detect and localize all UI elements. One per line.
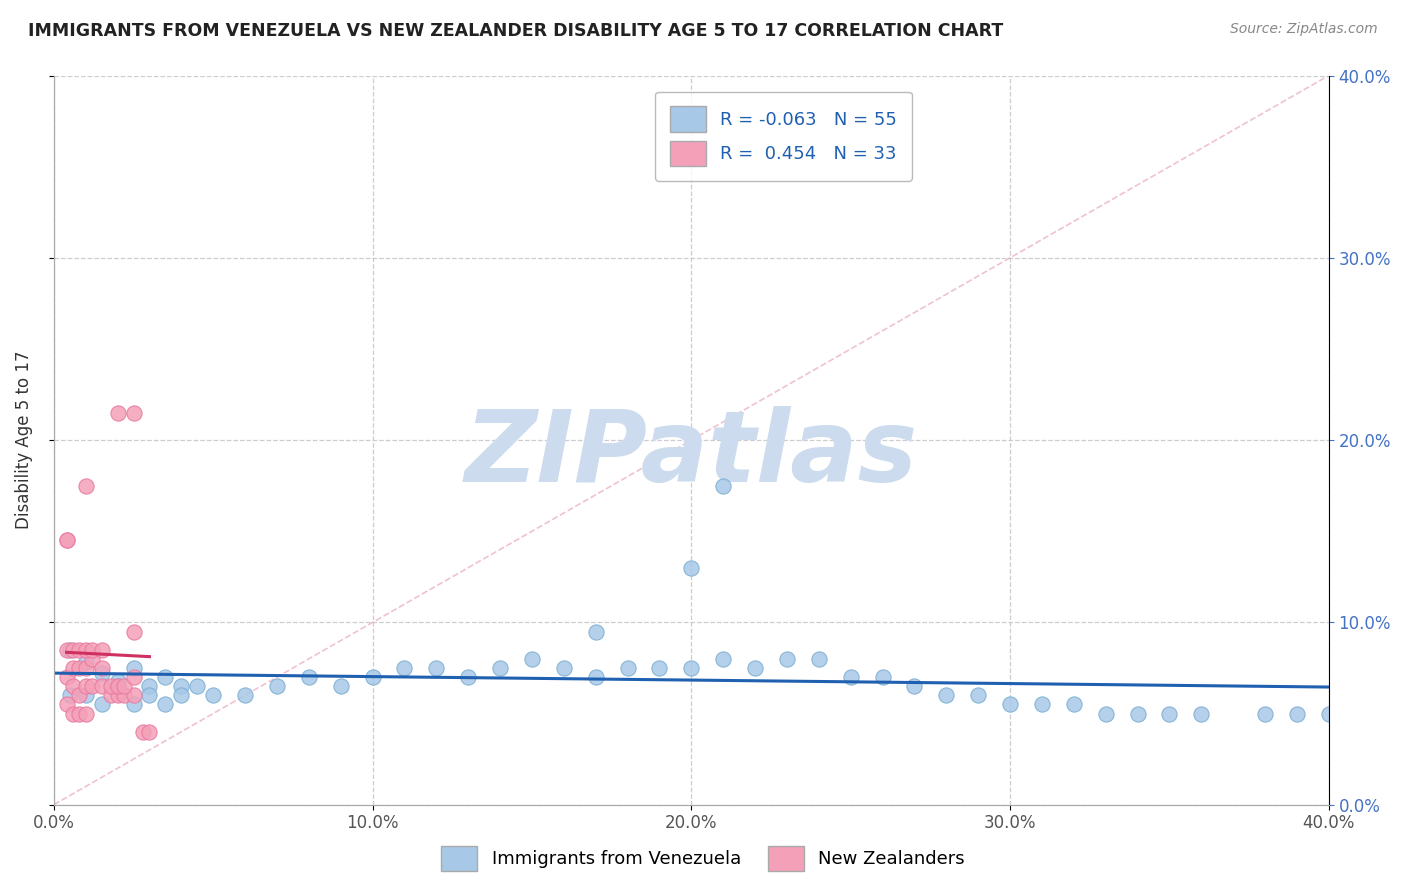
- Point: [298, 670, 321, 684]
- Point: [67, 642, 90, 657]
- Legend: Immigrants from Venezuela, New Zealanders: Immigrants from Venezuela, New Zealander…: [433, 838, 973, 879]
- Point: [585, 670, 607, 684]
- Point: [967, 688, 990, 702]
- Point: [80, 642, 103, 657]
- Point: [1317, 706, 1340, 721]
- Point: [67, 706, 90, 721]
- Point: [138, 679, 160, 693]
- Point: [75, 706, 97, 721]
- Y-axis label: Disability Age 5 to 17: Disability Age 5 to 17: [15, 351, 32, 529]
- Point: [839, 670, 862, 684]
- Point: [59, 688, 82, 702]
- Point: [394, 661, 416, 675]
- Point: [90, 666, 112, 681]
- Point: [62, 642, 84, 657]
- Point: [122, 624, 145, 639]
- Point: [62, 661, 84, 675]
- Point: [122, 688, 145, 702]
- Point: [122, 698, 145, 712]
- Point: [75, 642, 97, 657]
- Point: [122, 406, 145, 420]
- Point: [681, 560, 703, 574]
- Point: [361, 670, 384, 684]
- Point: [80, 679, 103, 693]
- Legend: R = -0.063   N = 55, R =  0.454   N = 33: R = -0.063 N = 55, R = 0.454 N = 33: [655, 92, 911, 181]
- Point: [55, 533, 77, 548]
- Point: [1094, 706, 1116, 721]
- Point: [90, 661, 112, 675]
- Point: [112, 679, 135, 693]
- Point: [67, 661, 90, 675]
- Point: [170, 679, 193, 693]
- Point: [935, 688, 957, 702]
- Point: [100, 679, 122, 693]
- Point: [807, 652, 830, 666]
- Point: [62, 706, 84, 721]
- Point: [107, 673, 129, 688]
- Point: [186, 679, 208, 693]
- Point: [90, 679, 112, 693]
- Point: [1159, 706, 1181, 721]
- Point: [132, 724, 155, 739]
- Point: [1189, 706, 1212, 721]
- Point: [233, 688, 256, 702]
- Point: [489, 661, 512, 675]
- Point: [425, 661, 447, 675]
- Point: [711, 652, 734, 666]
- Point: [457, 670, 479, 684]
- Point: [138, 724, 160, 739]
- Point: [75, 478, 97, 492]
- Text: ZIPatlas: ZIPatlas: [465, 406, 918, 503]
- Point: [75, 688, 97, 702]
- Point: [616, 661, 638, 675]
- Point: [520, 652, 543, 666]
- Point: [138, 688, 160, 702]
- Point: [107, 679, 129, 693]
- Point: [107, 679, 129, 693]
- Point: [100, 688, 122, 702]
- Point: [67, 688, 90, 702]
- Point: [107, 406, 129, 420]
- Point: [553, 661, 575, 675]
- Point: [155, 698, 177, 712]
- Point: [112, 688, 135, 702]
- Point: [55, 533, 77, 548]
- Text: Source: ZipAtlas.com: Source: ZipAtlas.com: [1230, 22, 1378, 37]
- Point: [744, 661, 766, 675]
- Point: [329, 679, 352, 693]
- Point: [55, 670, 77, 684]
- Point: [1031, 698, 1053, 712]
- Point: [998, 698, 1021, 712]
- Point: [1063, 698, 1085, 712]
- Point: [107, 688, 129, 702]
- Point: [648, 661, 671, 675]
- Point: [62, 679, 84, 693]
- Point: [170, 688, 193, 702]
- Point: [75, 661, 97, 675]
- Point: [872, 670, 894, 684]
- Point: [1254, 706, 1277, 721]
- Point: [776, 652, 799, 666]
- Point: [55, 642, 77, 657]
- Point: [266, 679, 288, 693]
- Point: [75, 656, 97, 670]
- Point: [1126, 706, 1149, 721]
- Point: [122, 670, 145, 684]
- Point: [55, 698, 77, 712]
- Point: [585, 624, 607, 639]
- Point: [59, 642, 82, 657]
- Point: [202, 688, 225, 702]
- Point: [75, 679, 97, 693]
- Point: [711, 478, 734, 492]
- Point: [681, 661, 703, 675]
- Point: [1285, 706, 1308, 721]
- Point: [80, 652, 103, 666]
- Point: [155, 670, 177, 684]
- Text: IMMIGRANTS FROM VENEZUELA VS NEW ZEALANDER DISABILITY AGE 5 TO 17 CORRELATION CH: IMMIGRANTS FROM VENEZUELA VS NEW ZEALAND…: [28, 22, 1004, 40]
- Point: [90, 642, 112, 657]
- Point: [903, 679, 925, 693]
- Point: [90, 698, 112, 712]
- Point: [122, 661, 145, 675]
